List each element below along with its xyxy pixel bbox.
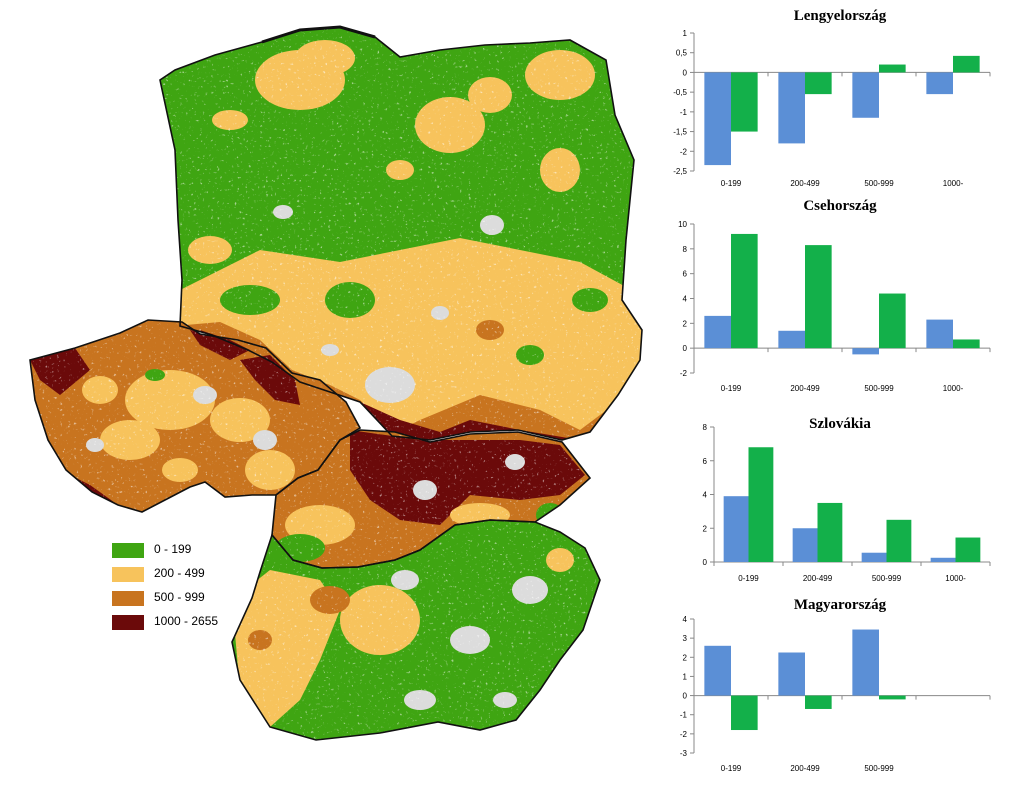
y-tick-label: -1,5 [673,128,687,137]
legend-label: 0 - 199 [154,542,192,556]
bar [930,557,956,562]
legend-label: 500 - 999 [154,590,205,604]
x-tick-label: 200-499 [790,384,820,393]
y-tick-label: -2 [680,730,688,739]
y-tick-label: -2 [680,369,688,378]
bar [953,55,980,73]
y-tick-label: 6 [703,457,708,466]
x-tick-label: 1000- [945,574,966,583]
bar [852,72,879,118]
y-tick-label: -0,5 [673,88,687,97]
legend-swatch [112,615,144,630]
bar [926,319,953,349]
y-tick-label: 0 [683,344,688,353]
bar [778,72,805,144]
y-tick-label: 1 [683,672,688,681]
x-tick-label: 500-999 [864,764,894,773]
y-tick-label: -2,5 [673,167,687,176]
bar [731,695,758,731]
y-tick-label: 2 [683,653,688,662]
coastline [261,25,376,44]
bar [805,695,832,709]
bar [879,64,906,73]
x-tick-label: 500-999 [864,384,894,393]
y-tick-label: 0,5 [676,49,688,58]
bar [778,330,805,349]
bar [861,552,887,562]
bar [748,447,774,562]
bar [852,348,879,355]
y-tick-label: 8 [683,245,688,254]
bar [886,519,912,562]
x-tick-label: 200-499 [803,574,833,583]
y-tick-label: 0 [683,68,688,77]
bar [879,695,906,700]
bar [704,72,731,166]
y-tick-label: 8 [703,423,708,432]
bar [704,645,731,696]
bar [926,72,953,95]
bar [805,245,832,349]
y-tick-label: 4 [703,491,708,500]
y-tick-label: -1 [680,108,688,117]
y-tick-label: 3 [683,634,688,643]
y-tick-label: -2 [680,147,688,156]
choropleth-map [29,25,643,741]
y-tick-label: 2 [703,524,708,533]
y-tick-label: 0 [703,558,708,567]
y-tick-label: -3 [680,749,688,758]
bar [955,537,981,562]
x-tick-label: 500-999 [864,179,894,188]
bar [723,496,749,562]
legend-swatch [112,567,144,582]
bar [731,72,758,132]
bar [879,293,906,349]
y-tick-label: 2 [683,319,688,328]
region-czechia [30,320,360,512]
y-tick-label: 6 [683,270,688,279]
x-tick-label: 1000- [943,179,964,188]
x-tick-label: 500-999 [872,574,902,583]
x-tick-label: 0-199 [721,179,742,188]
chart-title-czechia: Csehország [803,198,877,214]
x-tick-label: 0-199 [721,384,742,393]
y-tick-label: -1 [680,711,688,720]
legend-label: 200 - 499 [154,566,205,580]
chart-title-poland: Lengyelország [793,8,887,24]
legend-swatch [112,591,144,606]
x-tick-label: 200-499 [790,764,820,773]
x-tick-label: 1000- [943,384,964,393]
bar [778,652,805,696]
legend-swatch [112,543,144,558]
bar [852,629,879,696]
bar [817,502,843,562]
y-tick-label: 10 [678,220,687,229]
y-tick-label: 4 [683,295,688,304]
y-tick-label: 1 [683,29,688,38]
bar [805,72,832,95]
x-tick-label: 0-199 [738,574,759,583]
x-tick-label: 0-199 [721,764,742,773]
y-tick-label: 4 [683,615,688,624]
chart-title-slovakia: Szlovákia [809,416,871,432]
bar [731,233,758,349]
bar [792,528,818,562]
chart-title-hungary: Magyarország [793,597,887,613]
legend-label: 1000 - 2655 [154,614,219,628]
x-tick-label: 200-499 [790,179,820,188]
y-tick-label: 0 [683,692,688,701]
bar [704,315,731,349]
bar [953,339,980,349]
